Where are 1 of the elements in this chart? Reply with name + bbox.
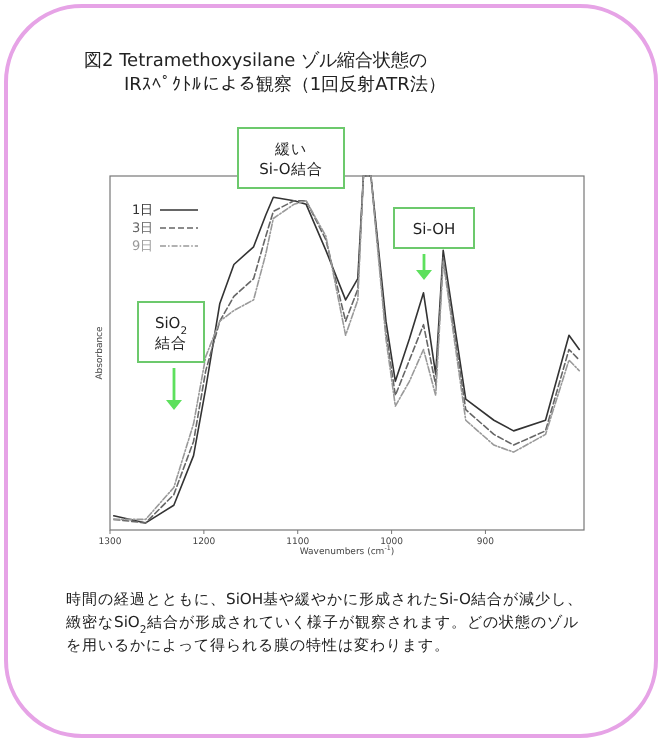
- chart-title: 図2 Tetramethoxysilane ゾル縮合状態の IRｽﾍﾟｸﾄﾙによる観察（1回反射ATR法）: [84, 50, 446, 96]
